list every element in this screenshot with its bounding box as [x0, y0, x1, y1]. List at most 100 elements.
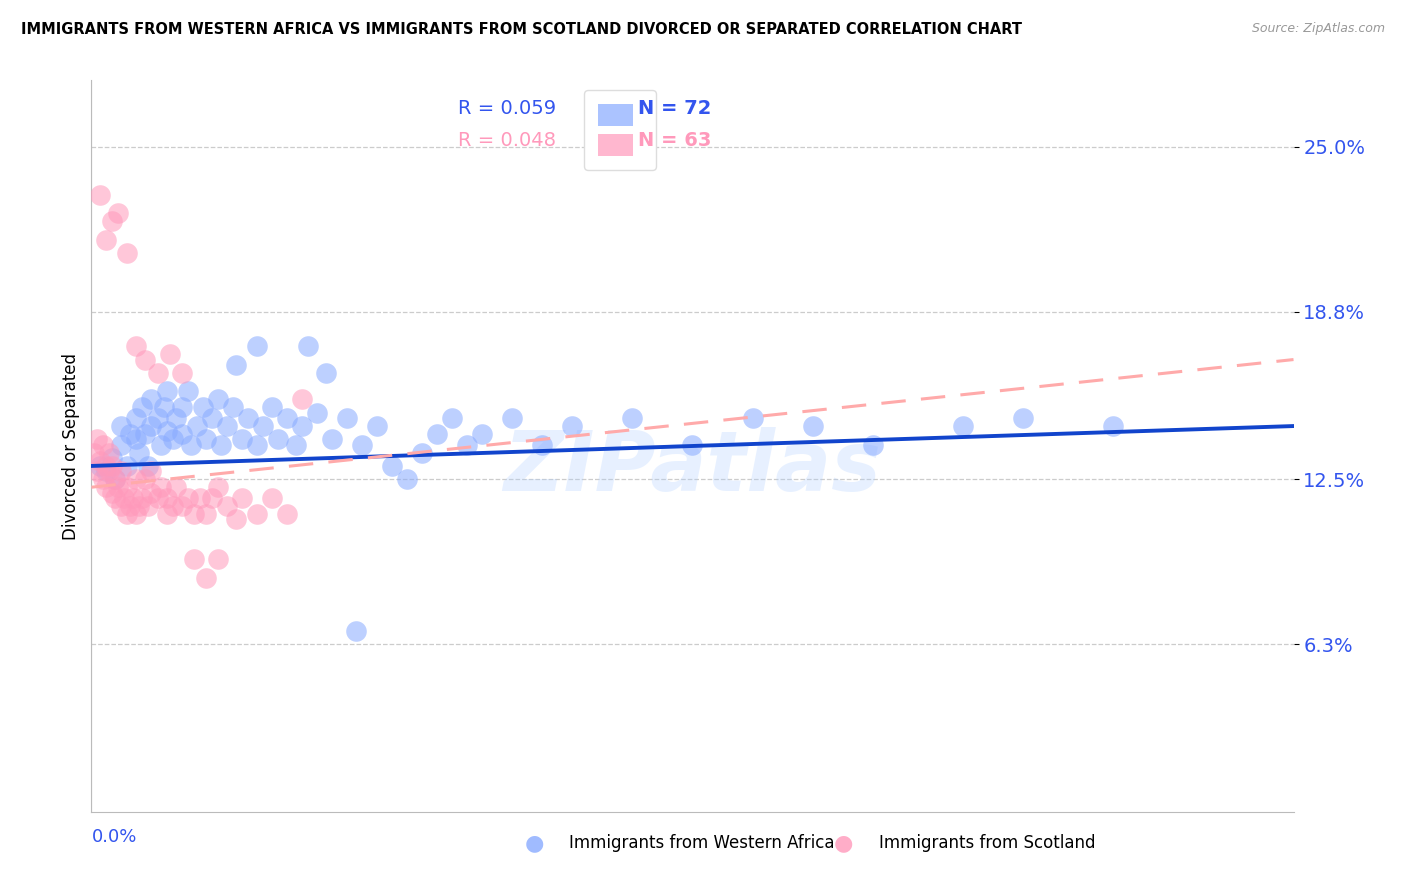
Point — [315, 366, 337, 380]
Point — [96, 458, 118, 473]
Point — [107, 480, 129, 494]
Text: N = 63: N = 63 — [638, 131, 711, 151]
Point — [138, 499, 160, 513]
Point — [215, 419, 238, 434]
Point — [1102, 419, 1125, 434]
Point — [155, 425, 177, 439]
Text: R = 0.059: R = 0.059 — [458, 99, 557, 118]
Point — [183, 507, 205, 521]
Text: ●: ● — [524, 833, 544, 853]
Point — [93, 472, 115, 486]
Point — [93, 438, 115, 452]
Point — [207, 552, 229, 566]
Point — [146, 411, 169, 425]
Point — [276, 411, 298, 425]
Point — [120, 499, 142, 513]
Point — [122, 491, 145, 505]
Point — [146, 491, 169, 505]
Point — [381, 458, 404, 473]
Point — [170, 499, 193, 513]
Point — [194, 507, 217, 521]
Point — [621, 411, 644, 425]
Point — [531, 438, 554, 452]
Point — [297, 339, 319, 353]
Point — [141, 464, 163, 478]
Point — [236, 411, 259, 425]
Point — [117, 458, 139, 473]
Point — [83, 445, 105, 459]
Point — [305, 406, 328, 420]
Point — [155, 507, 177, 521]
Point — [86, 433, 108, 447]
Point — [141, 392, 163, 407]
Point — [125, 472, 148, 486]
Point — [104, 472, 127, 486]
Point — [141, 485, 163, 500]
Point — [426, 427, 449, 442]
Point — [183, 552, 205, 566]
Point — [149, 438, 172, 452]
Point — [246, 507, 269, 521]
Point — [225, 358, 247, 372]
Point — [207, 480, 229, 494]
Point — [110, 438, 132, 452]
Point — [138, 458, 160, 473]
Y-axis label: Divorced or Separated: Divorced or Separated — [62, 352, 80, 540]
Point — [188, 491, 211, 505]
Point — [276, 507, 298, 521]
Text: R = 0.048: R = 0.048 — [458, 131, 555, 151]
Point — [110, 499, 132, 513]
Point — [131, 491, 153, 505]
Legend: , : , — [585, 90, 657, 169]
Text: ●: ● — [834, 833, 853, 853]
Point — [336, 411, 359, 425]
Point — [350, 438, 373, 452]
Point — [104, 491, 127, 505]
Text: Immigrants from Western Africa: Immigrants from Western Africa — [569, 834, 835, 852]
Point — [194, 571, 217, 585]
Point — [134, 472, 156, 486]
Point — [284, 438, 307, 452]
Point — [131, 401, 153, 415]
Text: 0.0%: 0.0% — [91, 828, 136, 846]
Point — [267, 433, 290, 447]
Point — [104, 472, 127, 486]
Point — [207, 392, 229, 407]
Point — [96, 233, 118, 247]
Point — [101, 458, 124, 473]
Point — [170, 366, 193, 380]
Point — [125, 507, 148, 521]
Point — [98, 445, 121, 459]
Point — [117, 480, 139, 494]
Point — [209, 438, 232, 452]
Point — [180, 438, 202, 452]
Point — [741, 411, 763, 425]
Point — [201, 491, 224, 505]
Point — [291, 419, 314, 434]
Point — [120, 427, 142, 442]
Point — [146, 366, 169, 380]
Point — [125, 433, 148, 447]
Point — [134, 427, 156, 442]
Point — [159, 347, 181, 361]
Point — [194, 433, 217, 447]
Point — [252, 419, 274, 434]
Point — [96, 480, 118, 494]
Text: IMMIGRANTS FROM WESTERN AFRICA VS IMMIGRANTS FROM SCOTLAND DIVORCED OR SEPARATED: IMMIGRANTS FROM WESTERN AFRICA VS IMMIGR… — [21, 22, 1022, 37]
Point — [344, 624, 367, 638]
Point — [862, 438, 884, 452]
Point — [225, 512, 247, 526]
Point — [110, 464, 132, 478]
Point — [260, 401, 283, 415]
Point — [128, 499, 150, 513]
Point — [291, 392, 314, 407]
Text: Immigrants from Scotland: Immigrants from Scotland — [879, 834, 1095, 852]
Point — [231, 491, 253, 505]
Point — [101, 214, 124, 228]
Point — [321, 433, 343, 447]
Point — [155, 384, 177, 399]
Point — [456, 438, 478, 452]
Point — [114, 491, 136, 505]
Point — [176, 491, 198, 505]
Point — [89, 187, 111, 202]
